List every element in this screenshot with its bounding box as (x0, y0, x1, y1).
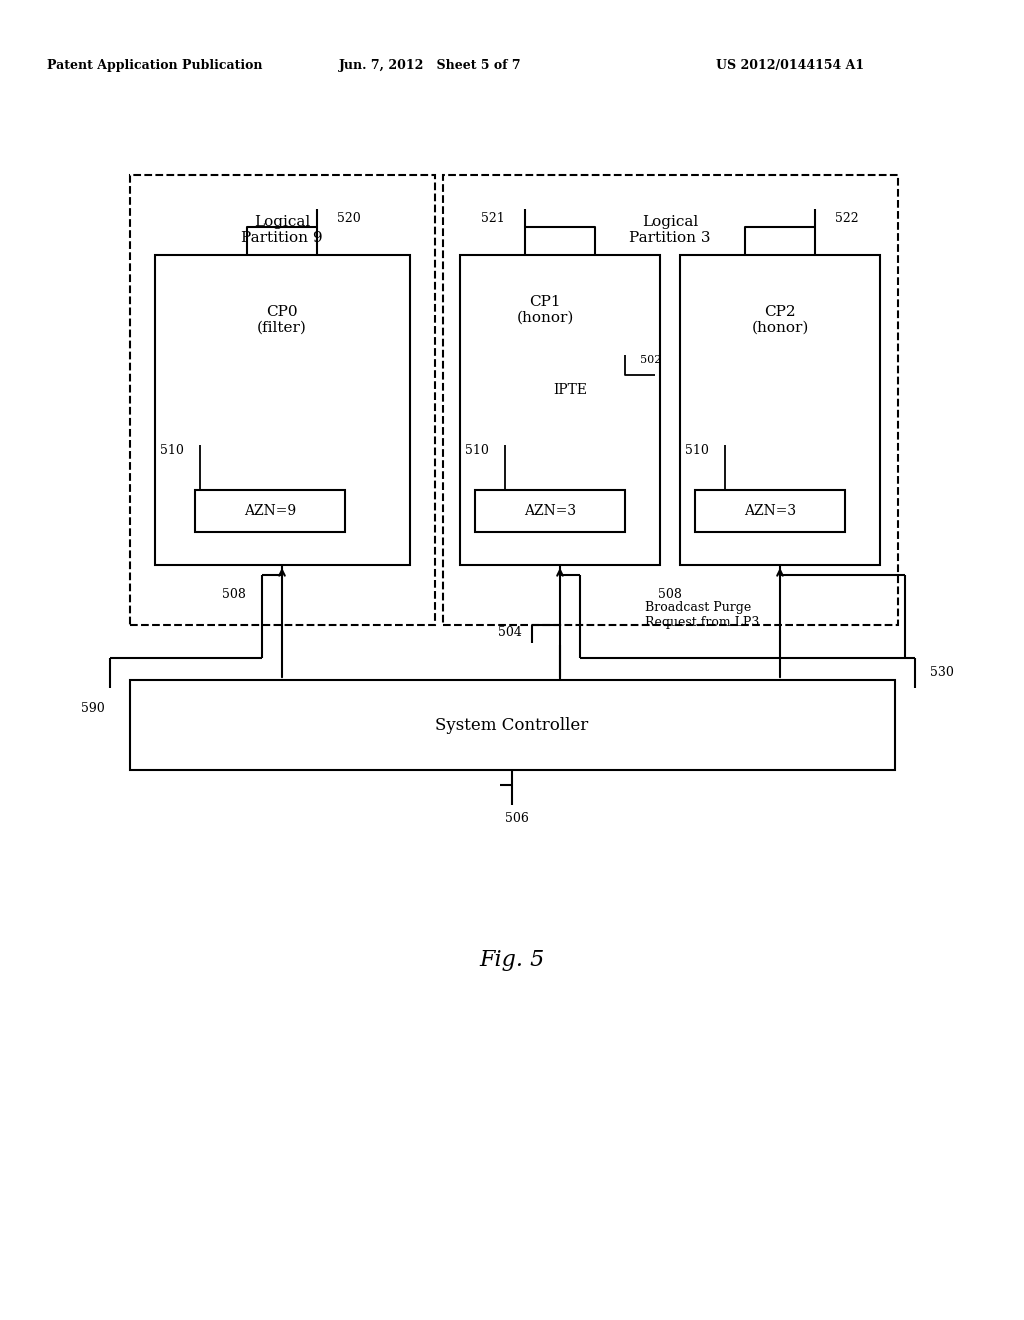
Text: 521: 521 (481, 213, 505, 226)
Text: US 2012/0144154 A1: US 2012/0144154 A1 (716, 58, 864, 71)
Text: IPTE: IPTE (553, 383, 587, 397)
Text: Broadcast Purge
Request from LP3: Broadcast Purge Request from LP3 (645, 601, 760, 630)
Text: CP1
(honor): CP1 (honor) (516, 294, 573, 325)
Text: 508: 508 (658, 589, 682, 602)
Text: 522: 522 (835, 213, 859, 226)
Bar (130, 680, 895, 770)
Text: 590: 590 (81, 701, 105, 714)
Text: 502: 502 (640, 355, 662, 366)
Bar (680, 255, 880, 565)
Text: 530: 530 (930, 667, 954, 680)
Text: Logical
Partition 9: Logical Partition 9 (242, 215, 323, 246)
Text: Fig. 5: Fig. 5 (479, 949, 545, 972)
Text: AZN=3: AZN=3 (524, 504, 577, 517)
Text: 520: 520 (337, 213, 360, 226)
Bar (155, 255, 410, 565)
Text: Jun. 7, 2012   Sheet 5 of 7: Jun. 7, 2012 Sheet 5 of 7 (339, 58, 521, 71)
Text: 510: 510 (160, 444, 184, 457)
Bar (695, 490, 845, 532)
Text: 504: 504 (498, 627, 522, 639)
Text: Patent Application Publication: Patent Application Publication (47, 58, 263, 71)
Text: AZN=9: AZN=9 (244, 504, 296, 517)
Bar (195, 490, 345, 532)
Bar (443, 176, 898, 624)
Text: CP2
(honor): CP2 (honor) (752, 305, 809, 335)
Bar (460, 255, 660, 565)
Text: Logical
Partition 3: Logical Partition 3 (630, 215, 711, 246)
Bar (130, 176, 435, 624)
Text: 506: 506 (505, 812, 529, 825)
Text: System Controller: System Controller (435, 717, 589, 734)
Bar (475, 490, 625, 532)
Text: 510: 510 (685, 444, 709, 457)
Text: 510: 510 (465, 444, 488, 457)
Text: 508: 508 (222, 589, 246, 602)
Text: CP0
(filter): CP0 (filter) (257, 305, 307, 335)
Text: AZN=3: AZN=3 (744, 504, 796, 517)
